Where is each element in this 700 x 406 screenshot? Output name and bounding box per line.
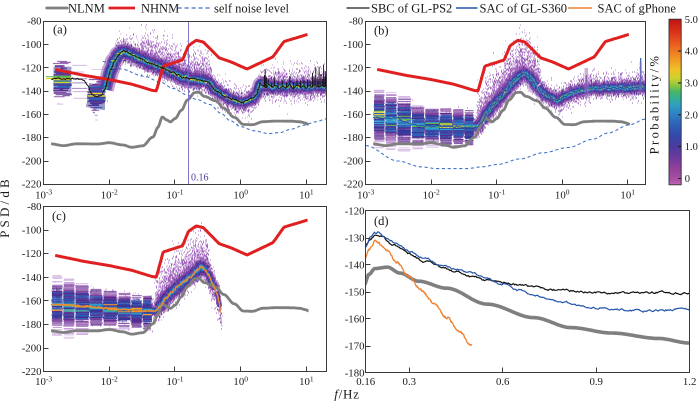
svg-text:-200: -200 [22, 155, 42, 167]
svg-text:SAC of GL-S360: SAC of GL-S360 [480, 1, 568, 15]
svg-text:0.6: 0.6 [496, 376, 510, 388]
svg-text:-180: -180 [22, 319, 42, 331]
svg-text:-180: -180 [22, 132, 42, 144]
svg-text:-150: -150 [345, 286, 365, 298]
svg-text:PSD/dB: PSD/dB [0, 176, 12, 238]
svg-text:-80: -80 [349, 16, 363, 28]
svg-text:-140: -140 [345, 259, 365, 271]
svg-text:-80: -80 [27, 201, 41, 213]
svg-text:2.0: 2.0 [685, 110, 698, 121]
svg-text:-160: -160 [22, 295, 42, 307]
svg-text:-200: -200 [22, 342, 42, 354]
svg-text:-140: -140 [22, 272, 42, 284]
svg-text:Probability/%: Probability/% [648, 54, 662, 155]
svg-text:1.0: 1.0 [685, 142, 698, 153]
svg-text:0.16: 0.16 [191, 173, 209, 184]
svg-text:-220: -220 [22, 179, 42, 191]
svg-text:(a): (a) [53, 23, 67, 37]
svg-text:-160: -160 [343, 109, 363, 121]
svg-text:-180: -180 [345, 367, 365, 379]
svg-text:-180: -180 [343, 132, 363, 144]
svg-text:-220: -220 [343, 179, 363, 191]
svg-text:1.2: 1.2 [683, 376, 697, 388]
svg-text:-130: -130 [345, 232, 365, 244]
svg-text:-100: -100 [22, 39, 42, 51]
svg-text:-140: -140 [22, 86, 42, 98]
svg-text:SAC of gPhone: SAC of gPhone [598, 1, 677, 15]
svg-text:NLNM: NLNM [68, 1, 105, 15]
svg-text:5.0: 5.0 [685, 15, 698, 26]
svg-text:3.0: 3.0 [685, 79, 698, 90]
svg-text:-120: -120 [22, 248, 42, 260]
svg-text:f/Hz: f/Hz [334, 387, 360, 402]
svg-text:-80: -80 [27, 16, 41, 28]
svg-text:NHNM: NHNM [141, 1, 179, 15]
svg-text:-100: -100 [22, 225, 42, 237]
svg-text:-120: -120 [345, 205, 365, 217]
svg-text:-120: -120 [343, 62, 363, 74]
svg-text:-140: -140 [343, 86, 363, 98]
svg-text:0.9: 0.9 [589, 376, 603, 388]
svg-text:0.3: 0.3 [403, 376, 417, 388]
svg-text:-160: -160 [345, 313, 365, 325]
svg-text:(b): (b) [374, 24, 389, 38]
svg-text:-170: -170 [345, 340, 365, 352]
svg-text:(c): (c) [52, 209, 66, 223]
svg-text:-120: -120 [22, 62, 42, 74]
svg-text:(d): (d) [374, 214, 389, 228]
svg-text:-220: -220 [22, 366, 42, 378]
svg-text:SBC of GL-PS2: SBC of GL-PS2 [371, 1, 452, 15]
svg-text:0.16: 0.16 [356, 376, 375, 388]
svg-text:-100: -100 [343, 39, 363, 51]
svg-text:4.0: 4.0 [685, 47, 698, 58]
svg-text:-200: -200 [343, 155, 363, 167]
svg-text:self noise level: self noise level [214, 1, 290, 15]
svg-text:0: 0 [685, 174, 690, 185]
svg-text:-160: -160 [22, 109, 42, 121]
